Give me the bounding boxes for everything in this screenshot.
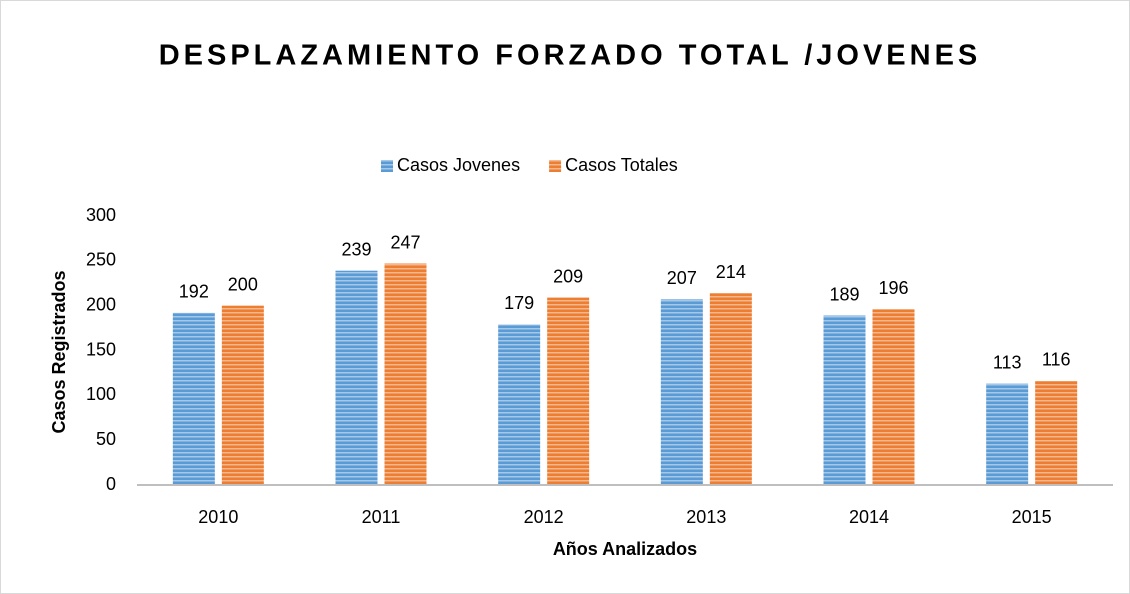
- bar: [1035, 380, 1078, 485]
- data-label: 196: [878, 278, 908, 298]
- legend-swatch: [381, 160, 393, 172]
- bar: [221, 305, 264, 485]
- data-label: 116: [1042, 350, 1071, 370]
- data-label: 179: [504, 293, 534, 313]
- data-label: 192: [179, 282, 209, 302]
- x-tick-label: 2010: [198, 507, 238, 527]
- y-tick-label: 150: [86, 339, 116, 359]
- y-tick-label: 300: [86, 205, 116, 225]
- y-tick-label: 200: [86, 294, 116, 314]
- data-label: 247: [390, 232, 420, 252]
- legend-label: Casos Jovenes: [397, 155, 520, 175]
- bar: [172, 312, 215, 485]
- y-tick-label: 50: [96, 429, 116, 449]
- data-label: 200: [228, 274, 258, 294]
- x-tick-label: 2015: [1012, 507, 1052, 527]
- bar: [547, 297, 590, 485]
- bar: [335, 270, 378, 485]
- x-tick-label: 2013: [686, 507, 726, 527]
- data-label: 113: [993, 352, 1022, 372]
- legend-label: Casos Totales: [565, 155, 678, 175]
- data-label: 239: [341, 239, 371, 259]
- bar: [823, 315, 866, 485]
- x-tick-label: 2014: [849, 507, 889, 527]
- y-tick-label: 100: [86, 384, 116, 404]
- data-label: 209: [553, 266, 583, 286]
- y-tick-label: 250: [86, 250, 116, 270]
- y-axis-label: Casos Registrados: [49, 270, 69, 433]
- x-axis-label: Años Analizados: [553, 539, 697, 559]
- legend: Casos Jovenes Casos Totales: [381, 155, 678, 175]
- legend-swatch: [549, 160, 562, 172]
- bar: [660, 299, 703, 485]
- y-tick-label: 0: [106, 474, 116, 494]
- chart-title: DESPLAZAMIENTO FORZADO TOTAL /JOVENES: [159, 40, 982, 72]
- bar: [872, 309, 915, 485]
- x-tick-label: 2011: [362, 507, 401, 527]
- data-label: 189: [829, 284, 859, 304]
- bar: [986, 383, 1029, 485]
- bar: [709, 293, 752, 485]
- bar: [384, 263, 427, 485]
- data-label: 214: [716, 262, 746, 282]
- data-label: 207: [667, 268, 697, 288]
- bar: [498, 324, 541, 485]
- x-tick-label: 2012: [524, 507, 564, 527]
